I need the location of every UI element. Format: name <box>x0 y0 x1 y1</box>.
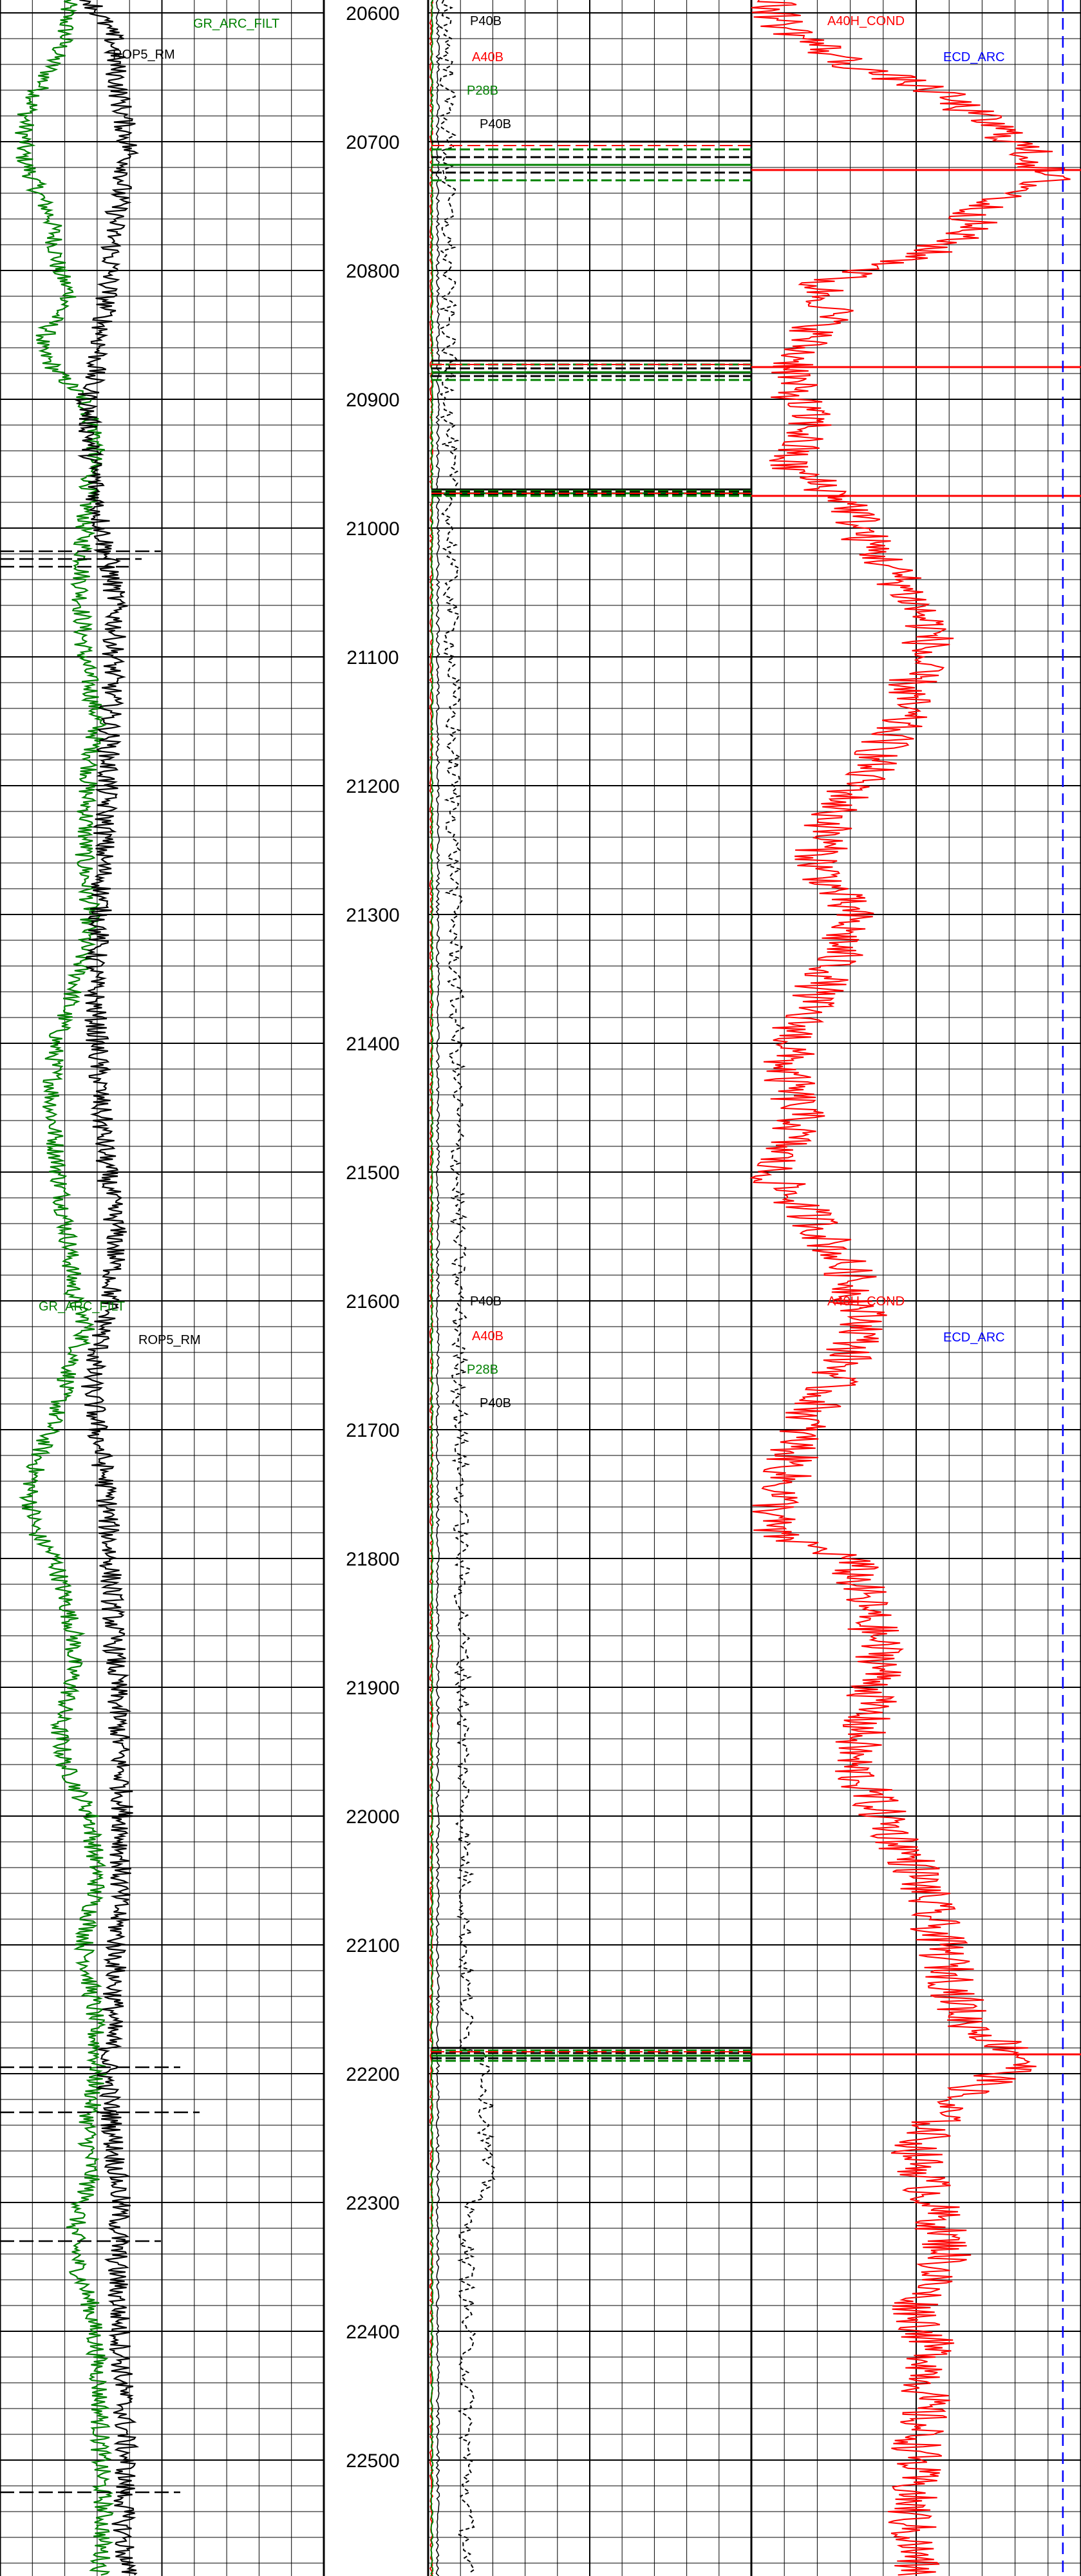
curve-label-p28b: P28B <box>467 1363 498 1377</box>
depth-tick-label: 20800 <box>346 261 399 282</box>
depth-tick-label: 21600 <box>346 1291 399 1312</box>
depth-tick-label: 22000 <box>346 1806 399 1828</box>
depth-tick-label: 22400 <box>346 2322 399 2343</box>
curve-label-ecd-arc: ECD_ARC <box>943 1331 1005 1345</box>
gr-arc-filt-curve <box>15 0 115 2576</box>
curve-label-p40b: P40B <box>480 117 511 131</box>
curve-labels: GR_ARC_FILT ROP5_RM GR_ARC_FILT ROP5_RM P40B… <box>39 14 1005 1410</box>
curve-label-rop5-rm: ROP5_RM <box>138 1333 201 1347</box>
rop5-rm-curve <box>74 0 140 2576</box>
depth-tick-label: 21900 <box>346 1678 399 1699</box>
curve-label-p40b: P40B <box>470 1294 502 1309</box>
curve-label-p40b: P40B <box>470 14 502 28</box>
curve-label-p40b: P40B <box>480 1396 511 1410</box>
depth-tick-label: 21100 <box>346 647 399 668</box>
curve-label-p28b: P28B <box>467 84 498 98</box>
curve-label-a40h-cond: A40H_COND <box>827 1294 905 1309</box>
depth-tick-label: 21700 <box>346 1420 399 1441</box>
depth-tick-label: 21500 <box>346 1162 399 1184</box>
depth-tick-label: 21800 <box>346 1549 399 1570</box>
depth-tick-label: 21000 <box>346 518 399 540</box>
a40h-cond-curve <box>749 0 1071 2576</box>
curve-label-a40b: A40B <box>472 50 503 64</box>
depth-tick-label: 20700 <box>346 132 399 153</box>
depth-tick-label: 22100 <box>346 1935 399 1956</box>
curve-label-gr-arc-filt: GR_ARC_FILT <box>193 17 279 31</box>
depth-tick-label: 22300 <box>346 2193 399 2214</box>
curve-label-a40b: A40B <box>472 1329 503 1343</box>
depth-tick-label: 21300 <box>346 905 399 926</box>
curve-label-rop5-rm: ROP5_RM <box>113 48 175 62</box>
depth-tick-label: 21200 <box>346 776 399 797</box>
curve-label-ecd-arc: ECD_ARC <box>943 50 1005 64</box>
depth-axis: 20600 20700 20800 20900 21000 21100 21200 21300… <box>346 3 399 2472</box>
depth-tick-label: 20600 <box>346 3 399 24</box>
depth-tick-label: 20900 <box>346 390 399 411</box>
depth-tick-label: 21400 <box>346 1034 399 1055</box>
depth-tick-label: 22500 <box>346 2450 399 2472</box>
p40b-curve-2 <box>435 0 440 2576</box>
p40b-curve <box>438 0 497 2574</box>
p28b-curve <box>430 0 434 2576</box>
curve-label-a40h-cond: A40H_COND <box>827 14 905 28</box>
curve-label-gr-arc-filt: GR_ARC_FILT <box>39 1300 125 1314</box>
depth-tick-label: 22200 <box>346 2064 399 2085</box>
